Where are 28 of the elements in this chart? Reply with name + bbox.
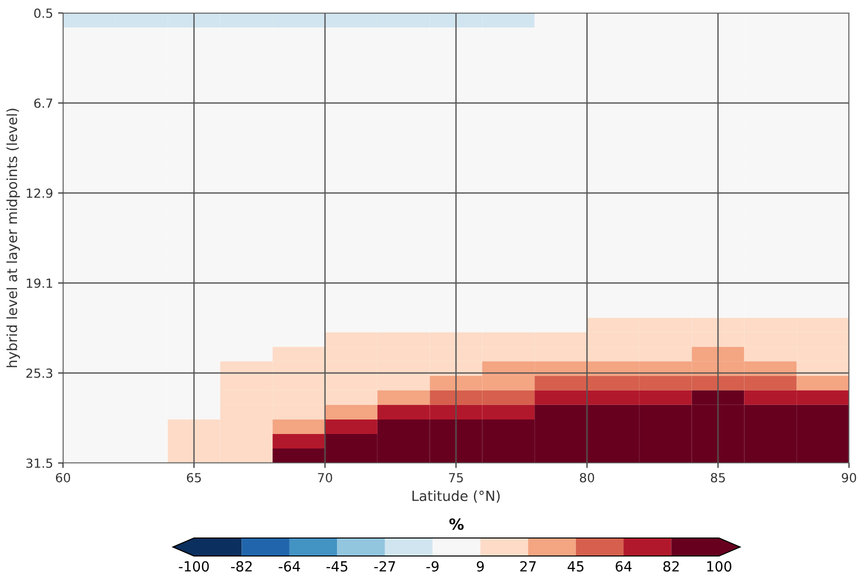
- y-tick-label: 6.7: [34, 98, 52, 108]
- x-tick-label: 90: [842, 472, 856, 482]
- x-tick-label: 85: [710, 472, 725, 482]
- y-tick-label: 31.5: [26, 458, 52, 468]
- color-bar-label: -64: [278, 561, 300, 572]
- x-tick-label: 60: [56, 472, 70, 482]
- y-axis-title: hybrid level at layer midpoints (level): [6, 108, 20, 368]
- color-bar-label: 9: [476, 561, 484, 572]
- x-tick-label: 70: [318, 472, 332, 482]
- color-bar-title: %: [449, 518, 464, 530]
- y-tick-label: 0.5: [34, 8, 52, 18]
- color-bar-label: 45: [568, 561, 584, 572]
- color-bar-label: 82: [663, 561, 679, 572]
- y-tick-label: 25.3: [26, 368, 52, 378]
- x-tick-label: 65: [186, 472, 201, 482]
- x-axis-title: Latitude (°N): [412, 490, 500, 503]
- x-tick-label: 80: [580, 472, 594, 482]
- color-bar-label: 27: [520, 561, 536, 572]
- color-bar-label: -82: [231, 561, 252, 572]
- y-tick-label: 19.1: [26, 278, 52, 288]
- color-bar-label: -45: [326, 561, 348, 572]
- color-bar-label: -100: [178, 561, 209, 572]
- color-bar-label: 64: [616, 561, 632, 572]
- color-bar-label: -27: [374, 561, 396, 572]
- color-bar-label: -9: [426, 561, 439, 572]
- color-bar-label: 100: [707, 561, 732, 572]
- x-tick-label: 75: [449, 473, 463, 482]
- y-tick-label: 12.9: [26, 188, 52, 198]
